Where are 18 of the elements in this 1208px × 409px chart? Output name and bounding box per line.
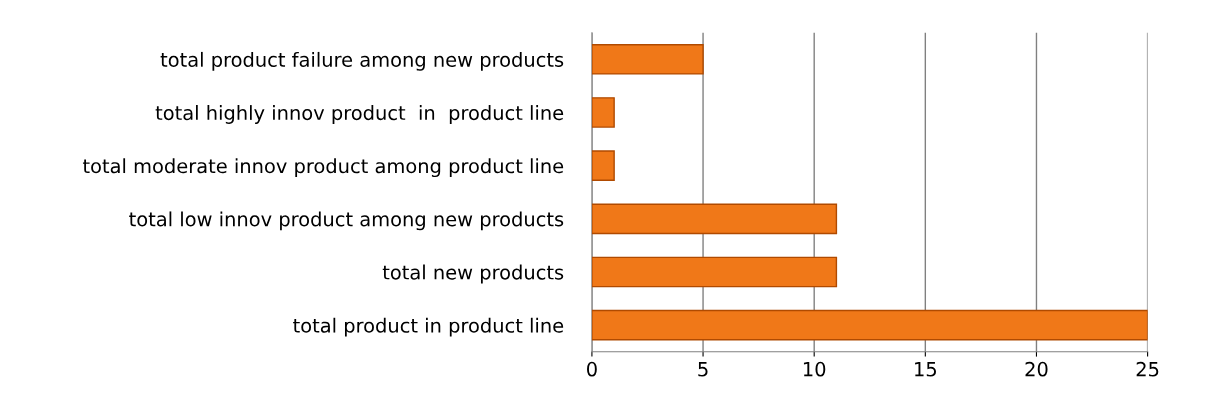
y-tick-label: total new products	[382, 264, 564, 284]
y-tick-label: total product in product line	[293, 317, 564, 337]
bar	[591, 97, 615, 128]
y-tick-label: total moderate innov product among product line	[82, 158, 564, 178]
bar	[591, 43, 704, 75]
x-tick-label: 15	[915, 362, 936, 377]
bar	[591, 203, 838, 235]
x-tick-label: 20	[1025, 361, 1048, 377]
bar	[591, 256, 838, 288]
x-tick-label: 25	[1136, 361, 1159, 377]
y-tick-label: total low innov product among new products	[129, 211, 564, 231]
x-tick-label: 10	[803, 361, 826, 377]
x-tick-label: 0	[587, 361, 597, 377]
bar	[591, 150, 615, 181]
y-tick-label: total highly innov product in product line	[155, 105, 564, 124]
y-tick-label: total product failure among new products	[160, 51, 564, 71]
bar	[591, 309, 1148, 341]
x-tick-label: 5	[698, 362, 708, 377]
